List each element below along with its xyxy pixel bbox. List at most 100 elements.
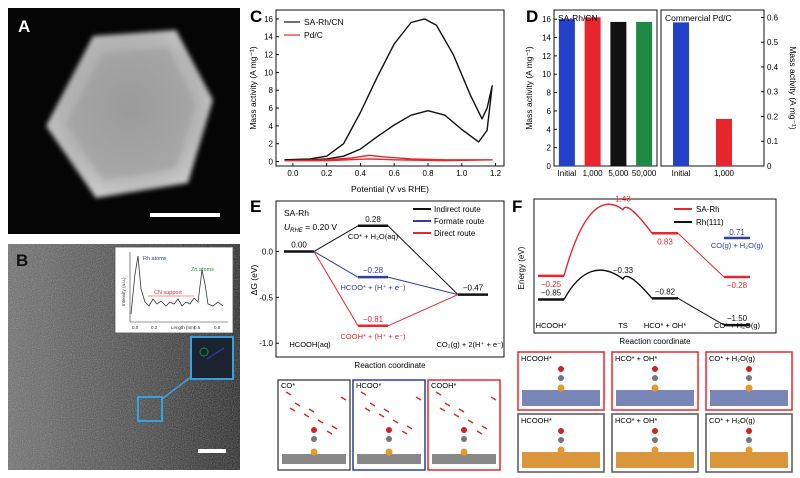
level-label-e-start: 0.00	[291, 240, 307, 249]
legend-f: SA-Rh Rh(111)	[674, 205, 724, 227]
xtick-label-c-6: 1.2	[490, 169, 502, 178]
water-e-2-4	[467, 419, 474, 424]
water-e-0-4	[317, 419, 324, 424]
panel-label-b: B	[16, 251, 28, 270]
water-e-1-0	[360, 391, 367, 396]
plot-frame-f	[533, 198, 777, 334]
level-label-f-0-3: −0.28	[727, 281, 748, 290]
chart-c: C 0.0 0.2 0.4 0.6 0.8 1.0 1.2 0 2 4 6 8 10 12 14 16 Pot…	[248, 7, 505, 194]
legend-f-sarh: SA-Rh	[696, 205, 720, 214]
inset-xtick-4: 0.8	[214, 325, 221, 330]
ytick-label-c-4: 8	[269, 86, 274, 95]
rh-atom-e-2	[460, 448, 468, 456]
ytick-label-c-8: 16	[264, 15, 273, 24]
thumbnail-label-e-0: CO*	[281, 381, 295, 390]
thumbnail-label-f-0-0: HCOOH*	[521, 354, 552, 363]
ytick-label-d-left-4: 8	[547, 89, 552, 98]
c-atom-e-0	[311, 436, 317, 442]
ytick-label-d-right-6: 0.6	[767, 13, 779, 22]
connector-e-in-2	[313, 251, 359, 278]
line-profile-inset: Rh atoms Zn atoms CN support Intensity (…	[114, 246, 234, 334]
inset-xtick-3: 0.6	[194, 325, 201, 330]
ytick-label-d-left-1: 2	[547, 144, 552, 153]
ytick-label-d-left-6: 12	[542, 52, 551, 61]
barrier-f-1	[563, 269, 653, 300]
legend-c-pdc: Pd/C	[304, 30, 323, 40]
condition-title-e: SA-Rh	[284, 208, 309, 218]
panel-label-e: E	[250, 197, 261, 216]
panel-a: A	[8, 8, 240, 234]
level-label-f-extra: 0.71	[729, 228, 745, 237]
ytick-label-c-5: 10	[264, 68, 273, 77]
c-atom-f-0-0	[558, 375, 564, 381]
connector-e-in-3	[313, 251, 359, 327]
plot-frame-d-left	[553, 9, 658, 167]
water-e-0-5	[340, 396, 347, 401]
state-label-e-2: HCOO* + (H⁺ + e⁻)	[340, 283, 406, 292]
c-atom-f-0-1	[652, 375, 658, 381]
rh-atom-e-0	[310, 448, 318, 456]
ytick-label-d-left-8: 16	[542, 15, 551, 24]
c-atom-e-2	[461, 436, 467, 442]
xlabel-f: Reaction coordinate	[619, 337, 691, 346]
ytick-label-c-7: 14	[264, 33, 273, 42]
ytick-label-d-right-2: 0.2	[767, 112, 779, 121]
state-label-e-3: COOH* + (H⁺ + e⁻)	[340, 332, 406, 341]
o-atom-f-1-1	[652, 428, 658, 434]
ylabel-d-left: Mass activity (A mg⁻¹)	[524, 46, 534, 130]
level-label-f-0-2: 0.83	[657, 237, 673, 246]
inset-xtick-0: 0.0	[132, 325, 139, 330]
surface-e-1	[357, 454, 421, 464]
legend-e-indirect: Indirect route	[434, 205, 481, 214]
plot-frame-e	[275, 200, 505, 358]
o-atom-f-0-1	[652, 366, 658, 372]
zoom-inset-box	[190, 336, 234, 380]
state-label-e-1: CO* + H₂O(aq)	[348, 232, 399, 241]
ylabel-c: Mass activity (A mg⁻¹)	[248, 46, 258, 130]
zoom-arrow	[161, 376, 192, 400]
level-label-f-1-3: −1.50	[727, 314, 748, 323]
water-e-0-0	[285, 391, 292, 396]
inset-xlabel: Length (nm)	[171, 325, 196, 330]
panel-c: C 0.0 0.2 0.4 0.6 0.8 1.0 1.2 0 2 4 6 8 10 12 14 16 Pot…	[248, 2, 510, 196]
level-label-e-end: −0.47	[463, 284, 484, 293]
water-e-0-8	[289, 407, 296, 412]
connector-f-1	[677, 297, 725, 326]
ytick-label-c-0: 0	[269, 158, 274, 167]
inset-cn-label: CN support	[154, 290, 182, 296]
ytick-label-c-2: 4	[269, 122, 274, 131]
surface-e-2	[432, 454, 496, 464]
panel-d: D 0 2 4 6 8 10 12 14 16 Initial 1,000 5,000 50,000 0 0…	[524, 2, 796, 196]
water-e-2-1	[458, 408, 465, 413]
panel-label-a: A	[18, 17, 30, 36]
panel-label-f: F	[512, 197, 522, 216]
legend-e-direct: Direct route	[434, 229, 476, 238]
ytick-label-c-1: 2	[269, 140, 274, 149]
ts-label-f-1: −0.33	[613, 266, 634, 275]
ytick-label-d-right-3: 0.3	[767, 88, 779, 97]
xtick-label-c-1: 0.2	[321, 169, 333, 178]
ytick-label-d-left-2: 4	[547, 125, 552, 134]
water-e-1-1	[383, 408, 390, 413]
ytick-label-d-right-5: 0.5	[767, 38, 779, 47]
barrier-f-0	[563, 203, 653, 277]
water-e-0-6	[303, 413, 310, 418]
level-label-e-1: 0.28	[365, 215, 381, 224]
ts-label-f-0: 1.43	[615, 196, 631, 204]
o-atom-f-0-0	[558, 366, 564, 372]
panel-e: E 0.0 -0.5 -1.0 0.00 −0.47 0.28 CO* + H₂O(aq) −…	[248, 196, 510, 476]
xtick-label-c-3: 0.6	[389, 169, 401, 178]
xtick-label-c-0: 0.0	[287, 169, 299, 178]
water-e-0-2	[331, 425, 338, 430]
ytick-label-c-3: 6	[269, 104, 274, 113]
tem-image-a: A	[8, 8, 240, 234]
inset-ylabel: Intensity (a.u.)	[121, 277, 126, 306]
thumbnail-label-f-1-2: CO* + H₂O(g)	[709, 416, 756, 425]
thumbnail-label-f-0-1: HCO* + OH*	[615, 354, 657, 363]
bar-d-1-0	[673, 22, 689, 167]
water-e-2-7	[476, 430, 483, 435]
metal-atom-f-1-0	[557, 446, 565, 454]
c-atom-f-0-2	[746, 375, 752, 381]
connector-e-out-3	[387, 294, 459, 327]
panel-label-d: D	[526, 7, 538, 26]
